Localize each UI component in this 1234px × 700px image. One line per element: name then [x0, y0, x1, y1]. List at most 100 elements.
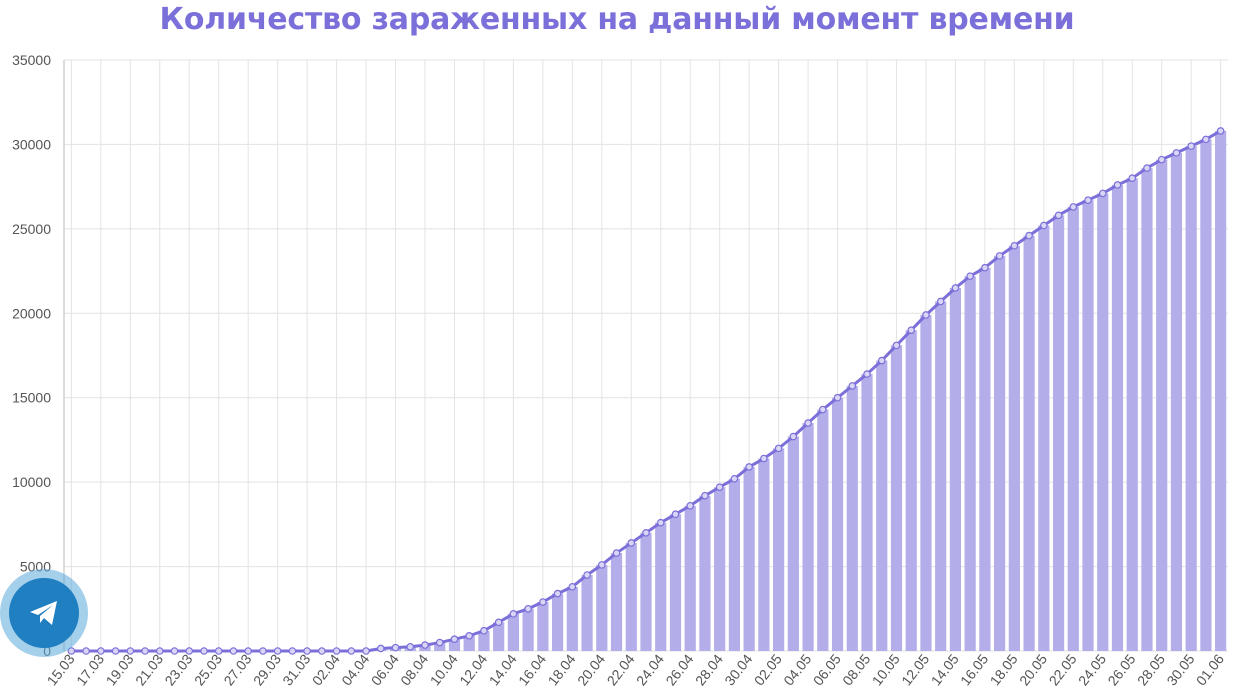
bar: [758, 458, 770, 651]
data-point: [1187, 142, 1195, 150]
x-tick-label: 06.04: [368, 651, 402, 689]
data-point: [730, 474, 739, 483]
bar: [935, 301, 947, 651]
x-tick-label: 26.04: [662, 651, 696, 689]
bar: [1111, 184, 1124, 651]
bar: [876, 360, 888, 651]
bar: [787, 436, 799, 651]
bar: [890, 345, 903, 651]
data-point: [1010, 241, 1019, 250]
data-point: [406, 642, 415, 651]
data-point: [1040, 221, 1048, 230]
data-point: [863, 370, 871, 378]
data-point: [362, 647, 370, 655]
data-point: [214, 647, 223, 655]
data-point: [760, 454, 768, 463]
bar: [493, 622, 505, 651]
data-point: [155, 647, 164, 655]
data-point: [951, 284, 960, 292]
bar: [949, 287, 962, 651]
bar: [684, 505, 696, 651]
data-point: [347, 647, 356, 655]
data-point: [789, 432, 798, 441]
bar: [802, 423, 814, 651]
data-point: [200, 647, 208, 655]
x-tick-label: 30.04: [721, 651, 755, 689]
x-tick-label: 29.03: [250, 651, 284, 689]
line-series: [67, 127, 1225, 655]
bar: [861, 374, 873, 651]
data-point: [303, 647, 311, 655]
data-point: [671, 510, 680, 519]
data-point: [1025, 231, 1033, 240]
data-point: [597, 561, 606, 569]
data-point: [715, 483, 724, 492]
data-point: [229, 647, 238, 655]
data-point: [922, 311, 930, 319]
bar: [1082, 200, 1094, 651]
bar: [610, 553, 623, 651]
bar: [581, 575, 593, 651]
data-point: [288, 647, 297, 655]
bar: [920, 314, 932, 651]
bar: [1008, 245, 1020, 651]
data-point: [141, 647, 149, 655]
x-tick-label: 26.05: [1104, 651, 1138, 689]
data-point: [642, 528, 650, 537]
x-tick-label: 08.04: [397, 651, 431, 689]
data-point: [1172, 149, 1181, 157]
y-tick-label: 20000: [12, 305, 51, 321]
x-tick-label: 14.04: [486, 651, 520, 689]
x-tick-label: 02.05: [751, 651, 785, 689]
x-tick-label: 19.03: [102, 651, 136, 689]
x-tick-label: 22.05: [1045, 651, 1079, 689]
data-point: [1216, 127, 1225, 135]
data-point: [1128, 174, 1137, 183]
data-point: [995, 252, 1004, 260]
data-point: [568, 583, 577, 591]
bar: [655, 522, 667, 651]
y-tick-label: 10000: [12, 474, 51, 490]
x-tick-label: 24.05: [1075, 651, 1109, 689]
data-point: [1157, 155, 1166, 164]
x-tick-label: 04.04: [338, 651, 372, 689]
bar: [507, 613, 519, 651]
bar: [551, 593, 564, 651]
x-tick-label: 25.03: [191, 651, 225, 689]
data-point: [907, 326, 916, 334]
x-tick-label: 22.04: [603, 651, 637, 689]
telegram-button[interactable]: [0, 569, 88, 657]
x-tick-label: 10.04: [427, 651, 461, 689]
y-tick-label: 15000: [12, 390, 51, 406]
data-point: [509, 610, 518, 618]
x-tick-label: 06.05: [810, 651, 844, 689]
x-tick-label: 08.05: [839, 651, 873, 689]
x-tick-label: 12.05: [898, 651, 932, 689]
x-tick-label: 02.04: [309, 651, 343, 689]
data-point: [332, 647, 341, 655]
data-point: [553, 589, 562, 598]
bar: [463, 635, 475, 651]
bar: [669, 514, 682, 651]
chart-title: Количество зараженных на данный момент в…: [159, 2, 1075, 37]
x-tick-label: 28.05: [1134, 651, 1168, 689]
data-point: [524, 604, 532, 613]
telegram-button-inner: [9, 578, 79, 648]
data-point: [539, 598, 547, 606]
bar: [817, 409, 829, 651]
data-point: [1143, 164, 1151, 172]
bar: [1126, 178, 1138, 651]
data-point: [583, 571, 591, 579]
bar: [964, 276, 976, 651]
data-point: [273, 647, 282, 655]
y-tick-label: 25000: [12, 221, 51, 237]
x-axis: 15.0317.0319.0321.0323.0325.0327.0329.03…: [44, 651, 1228, 689]
data-point: [435, 638, 444, 647]
bar: [478, 630, 490, 651]
data-point: [480, 626, 488, 635]
data-point: [1084, 196, 1092, 204]
data-point: [627, 539, 636, 547]
bar: [1038, 225, 1050, 652]
data-point: [170, 647, 179, 655]
